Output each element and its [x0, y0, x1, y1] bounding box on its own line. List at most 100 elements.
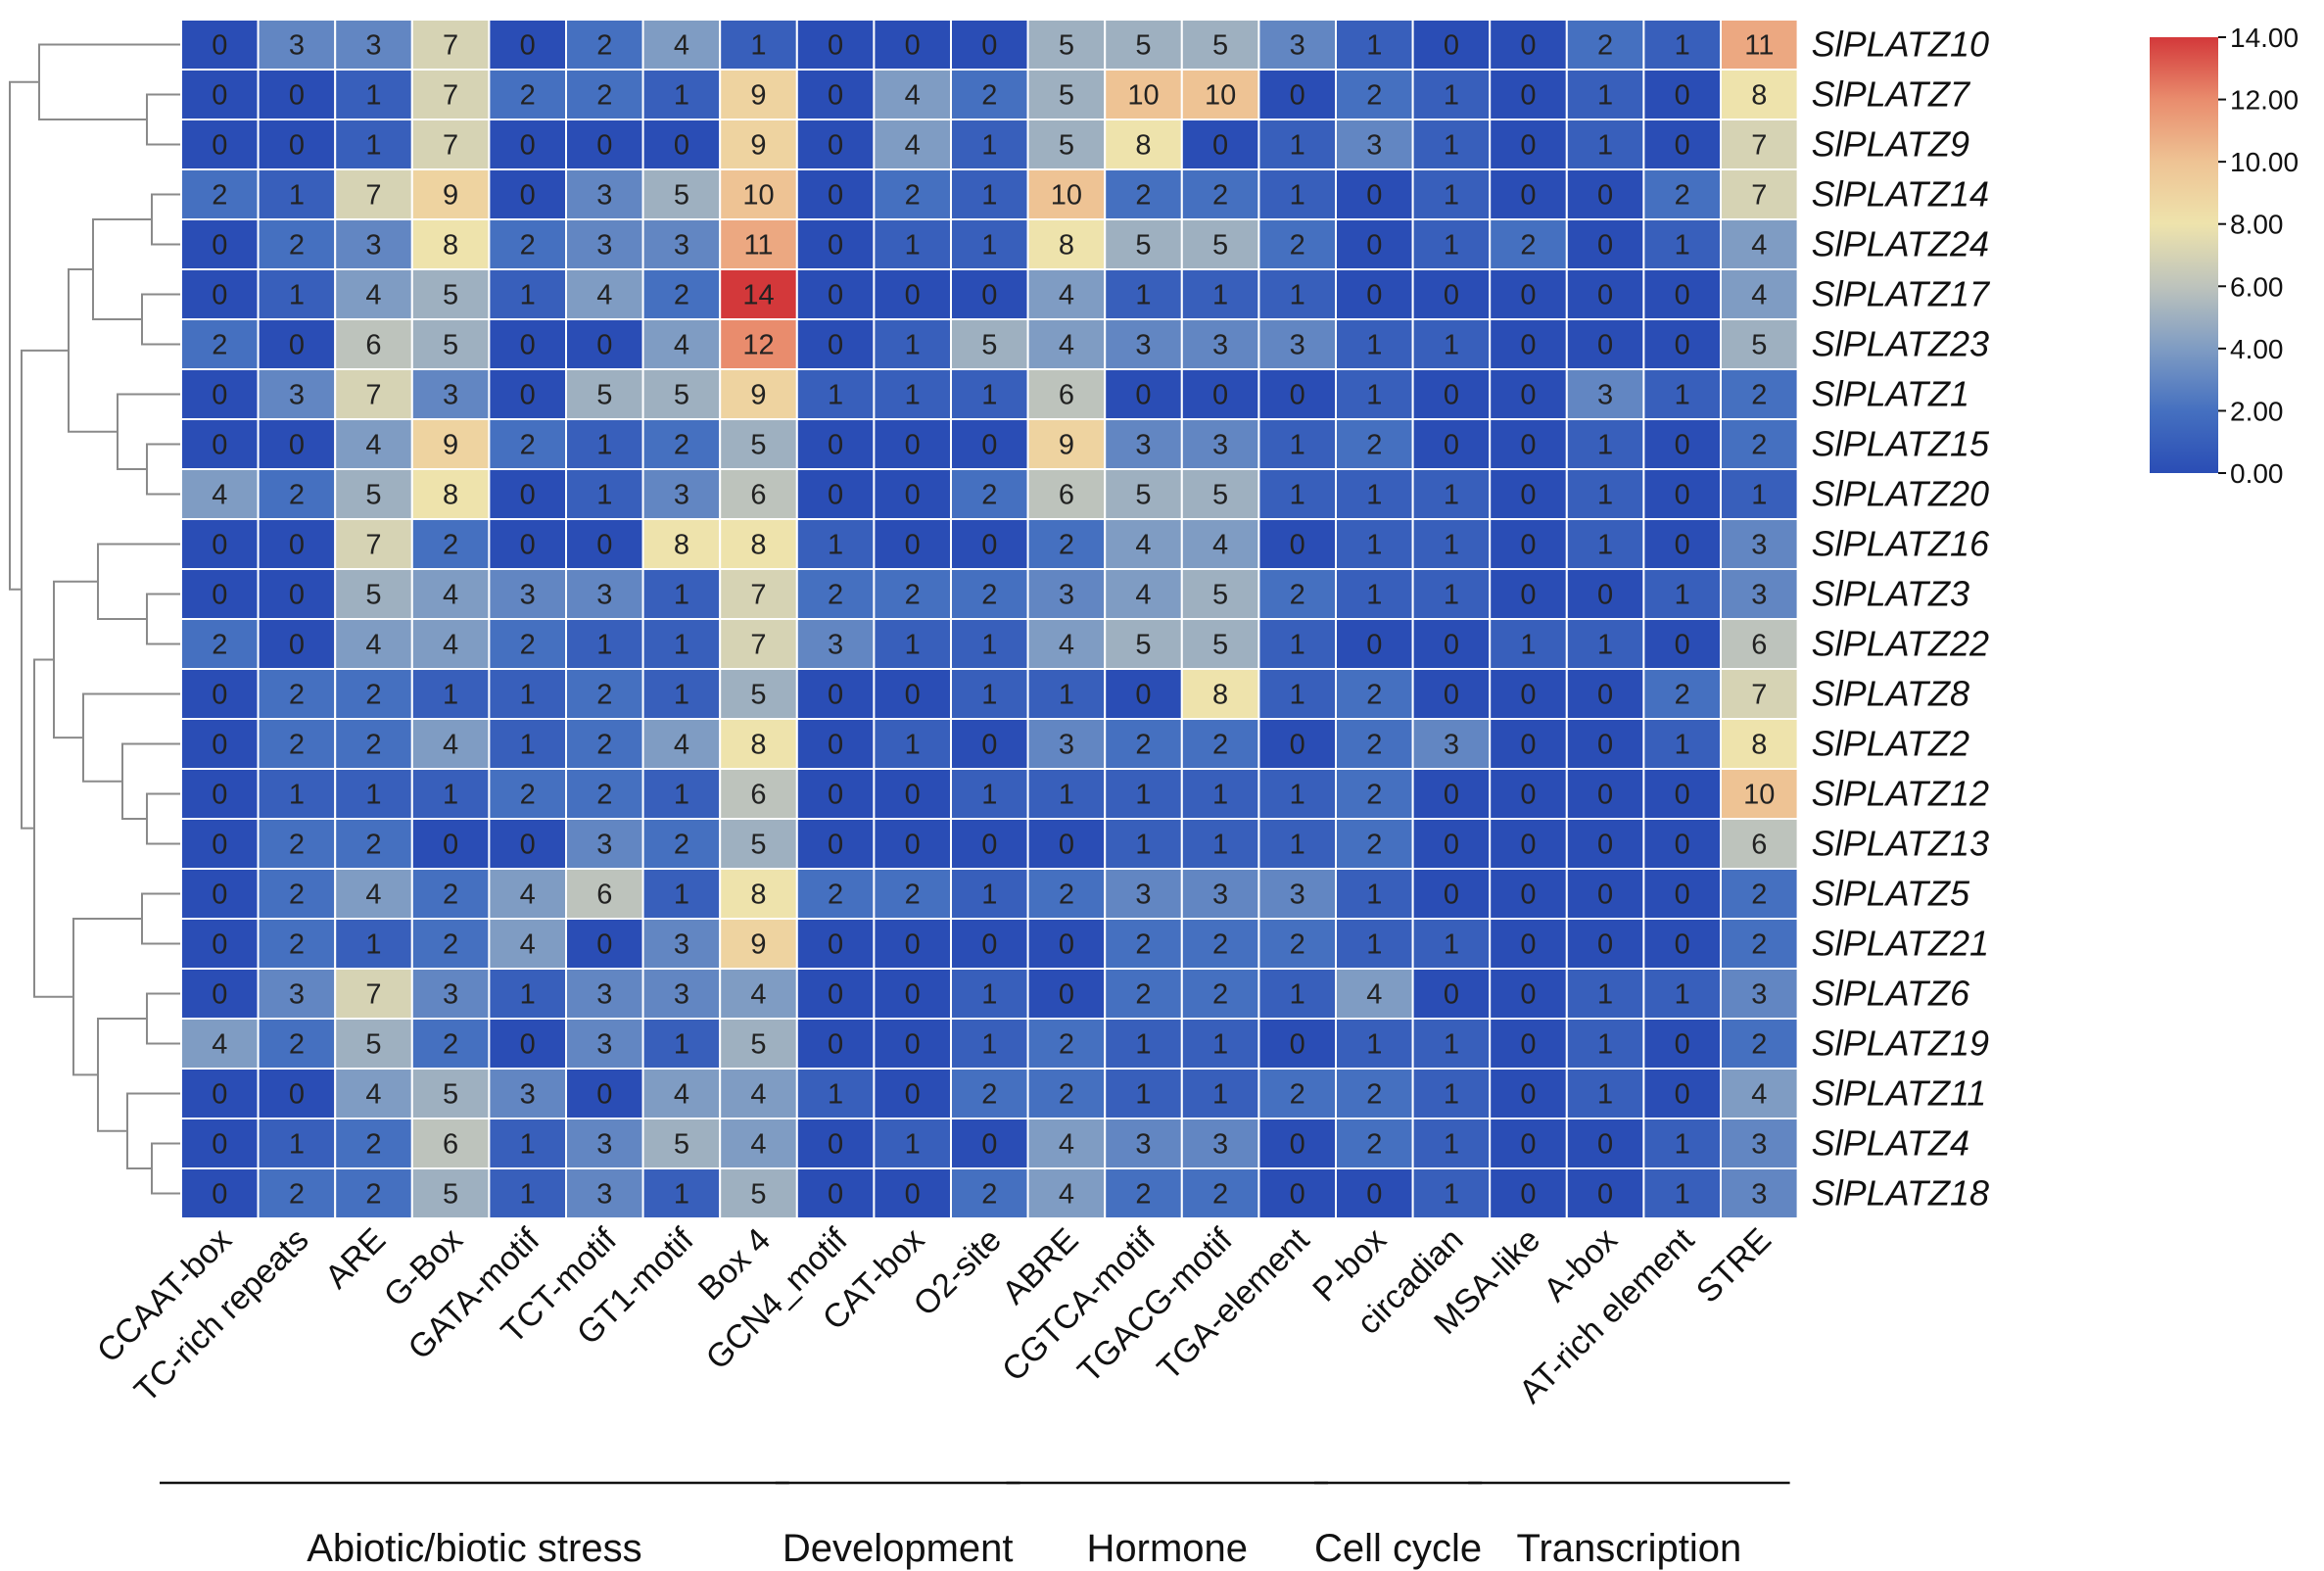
heatmap-cell	[1026, 1068, 1107, 1119]
heatmap-cell	[1180, 968, 1260, 1020]
cell-value-label: 5	[1751, 330, 1767, 361]
cell-value-label: 4	[674, 1079, 689, 1111]
cell-value-label: 1	[1597, 1029, 1613, 1061]
cell-value-label: 0	[1520, 979, 1536, 1011]
heatmap-cell	[1489, 119, 1568, 170]
cell-value-label: 1	[1135, 830, 1151, 861]
cell-value-label: 2	[1212, 979, 1228, 1011]
cell-value-label: 1	[1444, 130, 1459, 162]
cell-value-label: 8	[443, 480, 458, 511]
heatmap-cell	[410, 468, 491, 520]
heatmap-cell	[719, 568, 798, 620]
heatmap-cell	[1489, 19, 1568, 71]
cell-value-label: 2	[365, 680, 381, 711]
cell-value-label: 1	[1444, 580, 1459, 611]
cell-value-label: 1	[596, 630, 612, 661]
heatmap-cell	[1411, 119, 1492, 170]
cell-value-label: 1	[520, 979, 536, 1011]
heatmap-cell	[719, 668, 798, 720]
cell-value-label: 0	[828, 80, 843, 112]
cell-value-label: 0	[520, 180, 536, 212]
cell-value-label: 0	[1366, 630, 1382, 661]
group-label: Abiotic/biotic stress	[307, 1527, 641, 1570]
dendrogram-branch	[38, 43, 181, 120]
cell-value-label: 1	[905, 730, 921, 761]
heatmap-cell	[950, 668, 1029, 720]
heatmap-cell	[488, 69, 567, 120]
cell-value-label: 4	[443, 580, 458, 611]
heatmap-cell	[1489, 268, 1568, 320]
cell-value-label: 1	[1366, 880, 1382, 911]
heatmap-cell	[488, 168, 567, 220]
cell-value-label: 3	[1444, 730, 1459, 761]
heatmap-cell	[1642, 368, 1723, 420]
heatmap-cell	[641, 668, 722, 720]
cell-value-label: 1	[674, 630, 689, 661]
heatmap-cell	[565, 468, 644, 520]
cell-value-label: 0	[1290, 1129, 1305, 1161]
cell-value-label: 6	[443, 1129, 458, 1161]
cell-value-label: 3	[1597, 380, 1613, 411]
cell-value-label: 7	[443, 80, 458, 112]
cell-value-label: 7	[750, 580, 766, 611]
cell-value-label: 11	[743, 230, 773, 262]
cell-value-label: 1	[1597, 630, 1613, 661]
heatmap-cell	[1335, 1167, 1414, 1219]
cell-value-label: 5	[750, 1179, 766, 1211]
heatmap-cell	[719, 268, 798, 320]
heatmap-cell	[1104, 168, 1183, 220]
cell-value-label: 1	[289, 280, 305, 311]
cell-value-label: 1	[1212, 1029, 1228, 1061]
cell-value-label: 1	[1444, 929, 1459, 961]
cell-value-label: 4	[365, 430, 381, 461]
cell-value-label: 1	[1444, 80, 1459, 112]
cell-value-label: 1	[1520, 630, 1536, 661]
cell-value-label: 3	[289, 30, 305, 62]
cell-value-label: 0	[1675, 430, 1690, 461]
cell-value-label: 0	[1520, 130, 1536, 162]
cell-value-label: 8	[750, 880, 766, 911]
cell-value-label: 7	[443, 30, 458, 62]
cell-value-label: 0	[1444, 630, 1459, 661]
heatmap-cell	[257, 568, 337, 620]
cell-value-label: 2	[1290, 929, 1305, 961]
heatmap-cell	[180, 1167, 260, 1219]
heatmap-cell	[257, 1167, 337, 1219]
heatmap-cell	[180, 968, 260, 1020]
heatmap-cell	[1489, 168, 1568, 220]
cell-value-label: 2	[1366, 80, 1382, 112]
heatmap-cell	[795, 268, 876, 320]
cell-value-label: 3	[1290, 30, 1305, 62]
cell-value-label: 1	[1444, 530, 1459, 561]
cell-value-label: 0	[443, 830, 458, 861]
heatmap-cell	[410, 718, 491, 770]
cell-value-label: 0	[520, 830, 536, 861]
cell-value-label: 4	[1135, 580, 1151, 611]
row-label: SlPLATZ15	[1812, 424, 1990, 464]
colorbar-tick-label: 10.00	[2230, 147, 2299, 177]
cell-value-label: 2	[289, 730, 305, 761]
dendrogram-branch	[141, 892, 181, 945]
cell-value-label: 2	[443, 929, 458, 961]
heatmap-cell	[1180, 1118, 1260, 1169]
row-label: SlPLATZ17	[1812, 274, 1991, 314]
heatmap-cell	[1335, 119, 1414, 170]
cell-value-label: 5	[1212, 480, 1228, 511]
heatmap-cell	[180, 468, 260, 520]
cell-value-label: 0	[828, 680, 843, 711]
heatmap-cell	[410, 1018, 491, 1070]
cell-value-label: 2	[289, 1029, 305, 1061]
cell-value-label: 9	[443, 430, 458, 461]
cell-value-label: 2	[674, 280, 689, 311]
heatmap-cell	[1565, 468, 1645, 520]
row-label: SlPLATZ18	[1812, 1173, 1989, 1214]
cell-value-label: 0	[1520, 880, 1536, 911]
cell-value-label: 2	[1751, 1029, 1767, 1061]
heatmap-cell	[1257, 168, 1338, 220]
heatmap-cell	[257, 968, 337, 1020]
heatmap-cell	[488, 1068, 567, 1119]
heatmap-cell	[1335, 318, 1414, 370]
heatmap-cell	[873, 518, 953, 570]
cell-value-label: 2	[905, 180, 921, 212]
